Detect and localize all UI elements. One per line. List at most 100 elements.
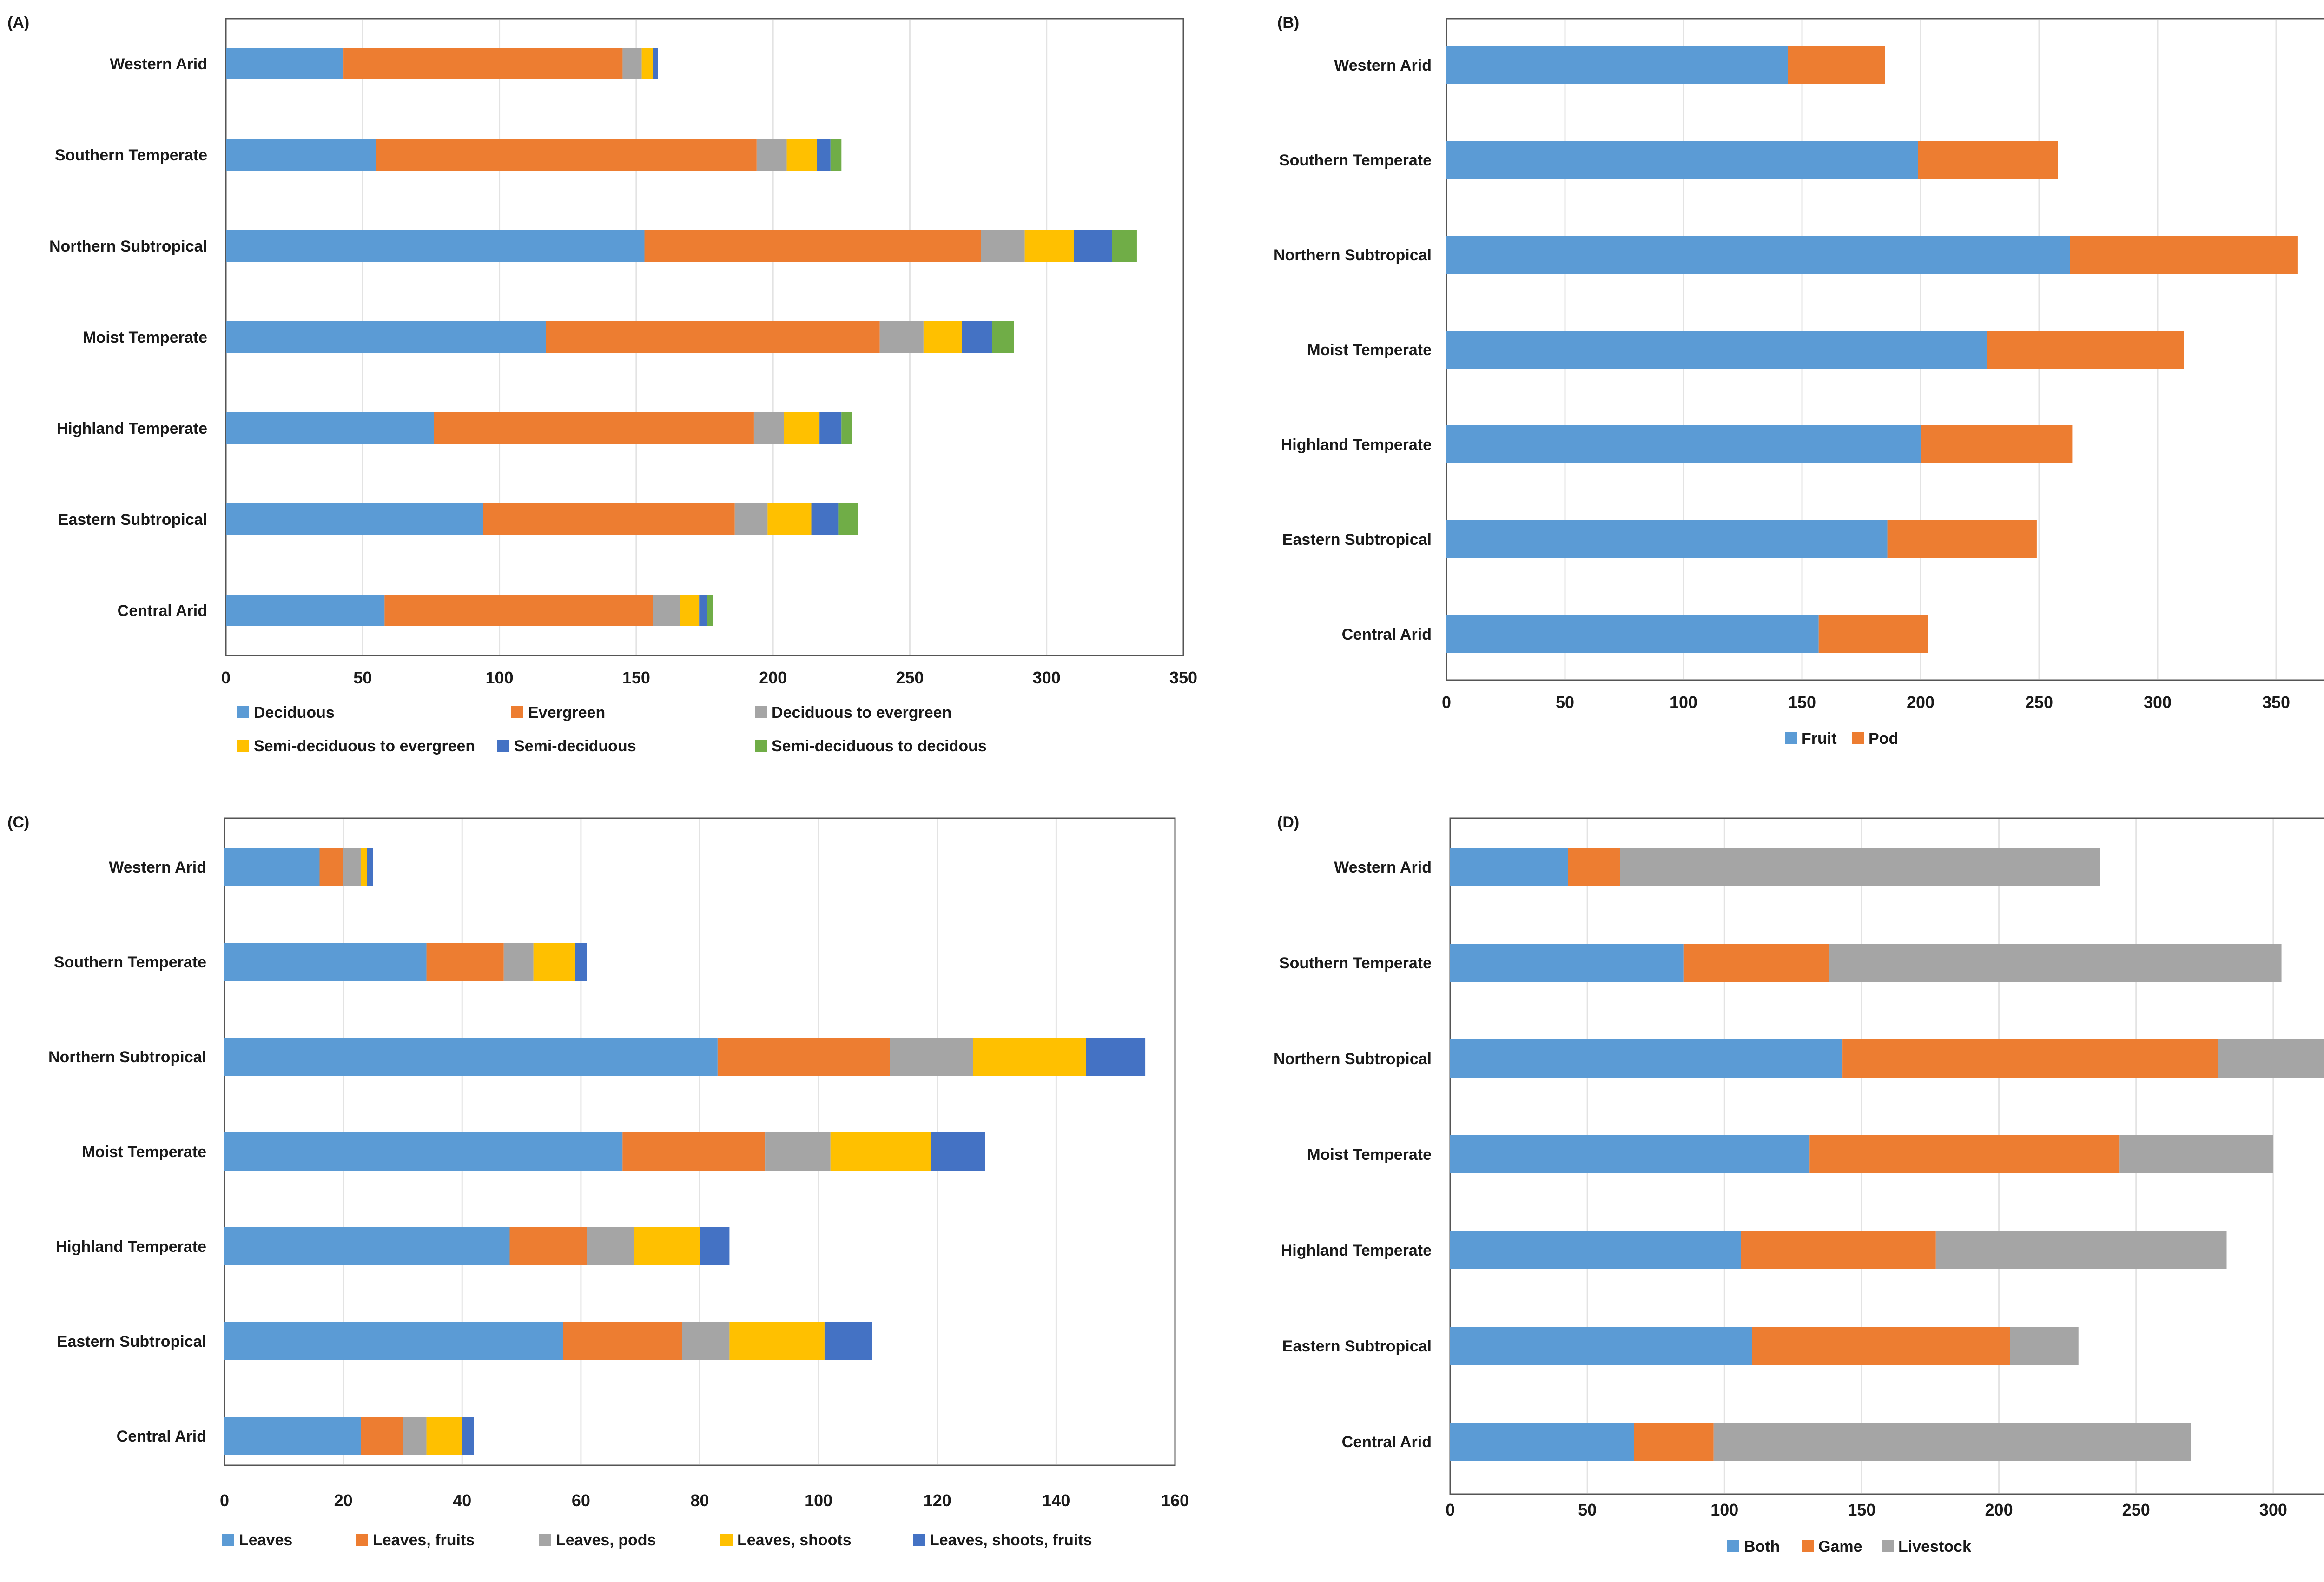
bar-segment: [1086, 1038, 1146, 1076]
bar-segment: [224, 1038, 718, 1076]
legend-swatch: [1852, 732, 1864, 744]
bar-segment: [226, 48, 344, 79]
bar-segment: [1450, 848, 1568, 886]
category-label: Northern Subtropical: [1274, 246, 1432, 264]
category-label: Southern Temperate: [54, 953, 206, 971]
bar-segment: [622, 1132, 766, 1171]
panel-label: (C): [7, 814, 29, 831]
legend-swatch: [1882, 1540, 1894, 1552]
category-label: Highland Temperate: [57, 420, 207, 437]
bar-segment: [226, 595, 385, 626]
x-tick-label: 300: [1033, 668, 1061, 687]
bar-segment: [384, 595, 653, 626]
category-label: Southern Temperate: [55, 146, 207, 164]
bar-segment: [1935, 1231, 2227, 1269]
legend-swatch: [720, 1534, 733, 1546]
category-label: Western Arid: [1334, 57, 1432, 74]
category-label: Highland Temperate: [1281, 1242, 1432, 1259]
bar-segment: [1024, 230, 1074, 262]
bar-segment: [1987, 331, 2184, 369]
legend-swatch: [356, 1534, 368, 1546]
category-label: Central Arid: [118, 602, 207, 620]
x-tick-label: 150: [1788, 693, 1816, 712]
bar-segment: [765, 1132, 831, 1171]
legend-label: Leaves, pods: [556, 1531, 656, 1549]
bar-segment: [784, 412, 820, 444]
bar-segment: [1074, 230, 1112, 262]
bar-segment: [830, 139, 842, 171]
legend-label: Game: [1818, 1538, 1862, 1556]
bar-segment: [1921, 425, 2073, 463]
bar-segment: [1741, 1231, 1936, 1269]
bar-segment: [644, 230, 981, 262]
bar-segment: [2218, 1039, 2324, 1078]
category-label: Moist Temperate: [1307, 1146, 1432, 1164]
bar-segment: [1818, 615, 1928, 653]
category-label: Northern Subtropical: [48, 1048, 206, 1066]
chart-panel: (C) Western Arid Southern Temperate Norther…: [7, 814, 1189, 1549]
bar-segment: [817, 139, 831, 171]
x-tick-label: 250: [896, 668, 924, 687]
bar-segment: [1887, 520, 2037, 558]
bar-segment: [503, 943, 534, 981]
category-label: Western Arid: [1334, 859, 1432, 876]
bar-segment: [1446, 425, 1921, 463]
category-label: Western Arid: [109, 859, 206, 876]
bar-segment: [1446, 236, 2070, 274]
bar-segment: [1450, 1039, 1843, 1078]
bar-segment: [533, 943, 575, 981]
x-tick-label: 250: [2122, 1500, 2150, 1519]
bar-segment: [426, 1417, 462, 1455]
bar-segment: [224, 1322, 563, 1360]
legend-label: Leaves, shoots, fruits: [930, 1531, 1092, 1549]
bar-segment: [653, 48, 658, 79]
bar-segment: [680, 595, 700, 626]
bar-segment: [376, 139, 757, 171]
bar-segment: [830, 1132, 931, 1171]
bar-segment: [1683, 944, 1829, 982]
bar-segment: [653, 595, 680, 626]
bar-segment: [226, 503, 483, 535]
bar-segment: [1829, 944, 2282, 982]
bar-segment: [224, 943, 427, 981]
legend-swatch: [222, 1534, 234, 1546]
bar-segment: [756, 139, 787, 171]
legend-swatch: [237, 706, 249, 718]
x-tick-label: 150: [622, 668, 650, 687]
bar-segment: [434, 412, 754, 444]
legend-swatch: [755, 706, 767, 718]
legend-label: Semi-deciduous: [514, 737, 636, 755]
bar-segment: [226, 139, 376, 171]
legend-label: Leaves, shoots: [737, 1531, 852, 1549]
legend-swatch: [237, 740, 249, 752]
category-label: Eastern Subtropical: [57, 1333, 206, 1350]
bar-segment: [483, 503, 735, 535]
bar-segment: [824, 1322, 872, 1360]
bar-segment: [841, 412, 852, 444]
legend-label: Evergreen: [528, 704, 605, 721]
category-label: Northern Subtropical: [49, 238, 207, 255]
bar-segment: [767, 503, 812, 535]
x-tick-label: 120: [924, 1491, 951, 1510]
bar-segment: [575, 943, 587, 981]
bar-segment: [1446, 46, 1788, 84]
panel-label: (A): [7, 14, 29, 32]
x-tick-label: 80: [690, 1491, 709, 1510]
legend-label: Leaves, fruits: [373, 1531, 475, 1549]
bar-segment: [1568, 848, 1620, 886]
category-label: Eastern Subtropical: [1282, 531, 1432, 549]
category-label: Moist Temperate: [82, 1143, 206, 1161]
bar-segment: [343, 848, 361, 886]
x-tick-label: 50: [353, 668, 372, 687]
legend-label: Livestock: [1898, 1538, 1971, 1556]
bar-segment: [1446, 141, 1918, 179]
category-label: Central Arid: [1342, 1433, 1432, 1451]
bar-segment: [819, 412, 842, 444]
legend-swatch: [539, 1534, 551, 1546]
x-tick-label: 0: [221, 668, 231, 687]
bar-segment: [587, 1227, 634, 1265]
x-tick-label: 20: [334, 1491, 353, 1510]
bar-segment: [879, 321, 924, 353]
bar-segment: [1112, 230, 1137, 262]
legend-swatch: [913, 1534, 925, 1546]
